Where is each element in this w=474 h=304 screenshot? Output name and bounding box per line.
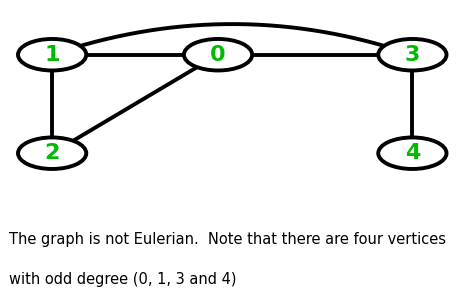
Text: 1: 1 <box>45 45 60 65</box>
Text: 4: 4 <box>405 143 420 163</box>
Text: 3: 3 <box>405 45 420 65</box>
Circle shape <box>378 137 447 169</box>
Circle shape <box>18 39 86 71</box>
Text: The graph is not Eulerian.  Note that there are four vertices: The graph is not Eulerian. Note that the… <box>9 232 447 247</box>
Circle shape <box>184 39 252 71</box>
Text: with odd degree (0, 1, 3 and 4): with odd degree (0, 1, 3 and 4) <box>9 272 237 287</box>
Text: 0: 0 <box>210 45 226 65</box>
Circle shape <box>378 39 447 71</box>
Text: 2: 2 <box>45 143 60 163</box>
Circle shape <box>18 137 86 169</box>
